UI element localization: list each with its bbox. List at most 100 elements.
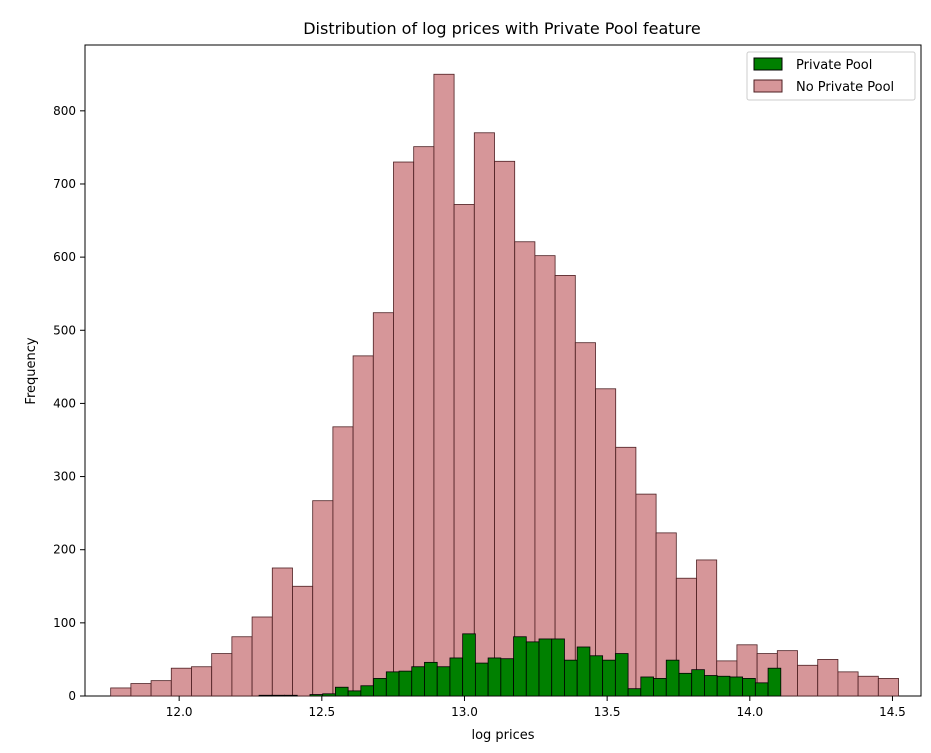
bar-private-pool-30 bbox=[640, 676, 654, 697]
bar-no-private-pool-8 bbox=[271, 567, 293, 697]
bar-private-pool-14 bbox=[436, 666, 451, 697]
bar-no-private-pool-22 bbox=[554, 275, 576, 697]
chart-title: Distribution of log prices with Private … bbox=[303, 19, 701, 38]
legend-box bbox=[746, 51, 916, 101]
bar-no-private-pool-21 bbox=[534, 255, 556, 697]
legend-swatch-private-pool bbox=[753, 57, 783, 71]
bar-no-private-pool-4 bbox=[191, 666, 213, 697]
legend-label-private-pool: Private Pool bbox=[796, 58, 872, 73]
bar-private-pool-27 bbox=[602, 659, 616, 697]
x-axis-label: log prices bbox=[471, 728, 534, 743]
bar-private-pool-32 bbox=[665, 659, 680, 697]
bar-private-pool-15 bbox=[449, 657, 464, 697]
bar-private-pool-13 bbox=[424, 661, 438, 697]
bar-no-private-pool-15 bbox=[413, 146, 435, 697]
bar-private-pool-1 bbox=[271, 694, 285, 697]
bar-private-pool-38 bbox=[742, 678, 756, 697]
x-tick-label-0: 12.0 bbox=[166, 705, 193, 719]
bar-no-private-pool-19 bbox=[494, 160, 516, 697]
bar-private-pool-12 bbox=[411, 666, 425, 697]
bar-no-private-pool-13 bbox=[372, 312, 394, 697]
y-tick-label-8: 800 bbox=[53, 104, 76, 118]
x-tick-label-4: 14.0 bbox=[736, 705, 763, 719]
bar-private-pool-10 bbox=[385, 671, 400, 697]
x-tick-label-2: 13.0 bbox=[451, 705, 478, 719]
bar-no-private-pool-12 bbox=[352, 355, 374, 697]
bar-private-pool-26 bbox=[589, 655, 604, 697]
bar-no-private-pool-38 bbox=[877, 678, 899, 697]
y-axis-label: Frequency bbox=[24, 337, 39, 404]
bar-no-private-pool-26 bbox=[635, 493, 657, 697]
bar-no-private-pool-23 bbox=[574, 342, 596, 697]
bar-no-private-pool-1 bbox=[130, 683, 152, 697]
bar-private-pool-28 bbox=[614, 653, 629, 697]
y-tick-label-4: 400 bbox=[53, 396, 76, 410]
bar-private-pool-21 bbox=[525, 641, 540, 697]
bar-private-pool-8 bbox=[360, 685, 374, 697]
series-no-private-pool bbox=[110, 73, 899, 697]
bar-private-pool-23 bbox=[551, 638, 565, 697]
bar-no-private-pool-17 bbox=[453, 204, 475, 697]
bar-no-private-pool-34 bbox=[797, 664, 819, 697]
bar-no-private-pool-2 bbox=[150, 680, 172, 697]
bar-no-private-pool-7 bbox=[251, 616, 273, 697]
bar-private-pool-18 bbox=[487, 657, 502, 697]
bar-private-pool-0 bbox=[258, 694, 273, 697]
x-tick-label-5: 14.5 bbox=[879, 705, 906, 719]
bar-private-pool-6 bbox=[334, 686, 349, 697]
bar-private-pool-37 bbox=[729, 676, 744, 697]
bar-no-private-pool-5 bbox=[211, 653, 233, 697]
bar-private-pool-39 bbox=[754, 682, 769, 697]
bar-no-private-pool-37 bbox=[857, 675, 879, 697]
y-tick-label-7: 700 bbox=[53, 177, 76, 191]
bar-private-pool-11 bbox=[398, 670, 413, 697]
bar-no-private-pool-11 bbox=[332, 426, 354, 697]
bar-no-private-pool-24 bbox=[595, 388, 617, 697]
bar-private-pool-19 bbox=[500, 658, 514, 697]
bar-no-private-pool-10 bbox=[312, 500, 334, 697]
bar-private-pool-2 bbox=[284, 694, 298, 697]
bar-private-pool-16 bbox=[462, 633, 476, 697]
bar-no-private-pool-20 bbox=[514, 241, 536, 697]
bar-private-pool-35 bbox=[704, 675, 718, 697]
y-tick-label-1: 100 bbox=[53, 616, 76, 630]
series-private-pool bbox=[258, 633, 782, 697]
y-tick-label-5: 500 bbox=[53, 323, 76, 337]
bar-private-pool-36 bbox=[716, 675, 731, 697]
bar-private-pool-25 bbox=[576, 646, 591, 697]
y-tick-label-3: 300 bbox=[53, 470, 76, 484]
bar-private-pool-29 bbox=[627, 688, 642, 697]
legend: Private Pool No Private Pool bbox=[746, 51, 916, 101]
bar-no-private-pool-36 bbox=[837, 671, 859, 697]
legend-swatch-no-private-pool bbox=[753, 79, 783, 93]
x-axis: 12.0 12.5 13.0 13.5 14.0 14.5 bbox=[166, 696, 906, 719]
bar-private-pool-7 bbox=[347, 690, 362, 697]
bar-private-pool-33 bbox=[678, 672, 693, 697]
bar-no-private-pool-3 bbox=[170, 667, 192, 697]
bar-private-pool-40 bbox=[767, 667, 782, 697]
bar-private-pool-4 bbox=[309, 694, 324, 697]
bar-private-pool-5 bbox=[322, 693, 336, 697]
y-tick-label-0: 0 bbox=[68, 689, 76, 703]
bar-no-private-pool-6 bbox=[231, 636, 253, 697]
y-tick-label-2: 200 bbox=[53, 543, 76, 557]
bar-private-pool-20 bbox=[513, 636, 527, 697]
bar-private-pool-24 bbox=[564, 659, 578, 697]
x-tick-label-3: 13.5 bbox=[594, 705, 621, 719]
bar-private-pool-22 bbox=[538, 638, 553, 697]
legend-label-no-private-pool: No Private Pool bbox=[796, 80, 894, 95]
bar-private-pool-17 bbox=[474, 662, 489, 697]
bar-no-private-pool-14 bbox=[393, 161, 415, 697]
bar-no-private-pool-9 bbox=[292, 585, 314, 697]
x-tick-label-1: 12.5 bbox=[308, 705, 335, 719]
bars-layer bbox=[110, 73, 899, 697]
bar-no-private-pool-16 bbox=[433, 73, 455, 697]
bar-private-pool-31 bbox=[653, 678, 667, 697]
bar-private-pool-34 bbox=[691, 669, 705, 697]
bar-no-private-pool-35 bbox=[817, 659, 839, 697]
y-axis: 0 100 200 300 400 500 600 700 800 bbox=[53, 104, 85, 703]
y-tick-label-6: 600 bbox=[53, 250, 76, 264]
bar-private-pool-9 bbox=[373, 678, 387, 697]
bar-no-private-pool-0 bbox=[110, 687, 132, 697]
